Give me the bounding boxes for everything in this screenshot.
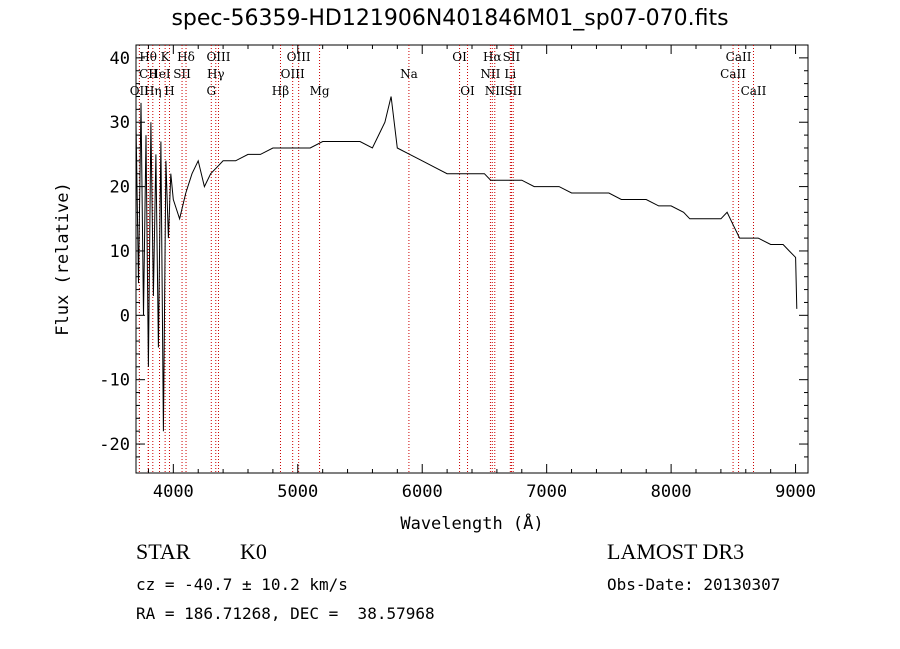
- spectral-line-label: Hδ: [177, 50, 195, 64]
- spectral-line-label: NII: [485, 84, 505, 98]
- spectral-line-label: H: [164, 84, 174, 98]
- spectral-line-label: Hθ: [139, 50, 157, 64]
- x-tick-label: 9000: [775, 482, 816, 502]
- spectral-line-label: Hα: [483, 50, 502, 64]
- spectral-line-label: OI: [460, 84, 475, 98]
- y-axis-label: Flux (relative): [53, 182, 73, 336]
- spectral-line-label: CII: [139, 67, 158, 81]
- spectral-line-label: OIII: [281, 67, 305, 81]
- y-tick-label: -20: [99, 435, 130, 455]
- spectral-line-label: NII: [480, 67, 500, 81]
- spectral-line-label: Li: [504, 67, 516, 81]
- spectral-line-markers: [138, 45, 754, 473]
- y-tick-label: 30: [110, 113, 130, 133]
- spectral-line-label: K: [161, 50, 171, 64]
- observation-date: Obs-Date: 20130307: [607, 575, 781, 594]
- x-tick-label: 6000: [402, 482, 443, 502]
- spectral-line-label: CaII: [726, 50, 752, 64]
- y-tick-label: 10: [110, 242, 130, 262]
- spectral-line-label: SII: [504, 84, 522, 98]
- object-subclass: K0: [240, 539, 267, 564]
- flux-series-line: [135, 96, 798, 432]
- spectral-line-label: SII: [173, 67, 191, 81]
- spectral-line-label: OII: [130, 84, 150, 98]
- chart-title: spec-56359-HD121906N401846M01_sp07-070.f…: [171, 6, 729, 31]
- spectral-line-label: OIII: [287, 50, 311, 64]
- redshift-cz: cz = -40.7 ± 10.2 km/s: [136, 575, 348, 594]
- y-tick-label: -10: [99, 371, 130, 391]
- x-axis-ticks: 4000 5000 6000 7000 8000 9000: [147, 45, 816, 502]
- spectral-line-label: HeI: [148, 67, 171, 81]
- spectral-line-label: CaII: [741, 84, 767, 98]
- spectral-line-label: Na: [400, 67, 418, 81]
- x-tick-label: 5000: [277, 482, 318, 502]
- x-axis-label: Wavelength (Å): [400, 512, 543, 534]
- object-class: STAR: [136, 539, 191, 564]
- x-tick-label: 7000: [526, 482, 567, 502]
- spectral-line-label: Hβ: [272, 84, 289, 98]
- y-axis-ticks: -20 -10 0 10 20 30 40: [99, 44, 808, 458]
- y-tick-label: 40: [110, 49, 130, 69]
- plot-frame: [135, 44, 809, 474]
- y-tick-label: 20: [110, 178, 130, 198]
- spectral-line-label: Hγ: [207, 67, 225, 81]
- spectral-line-label: CaII: [720, 67, 746, 81]
- spectral-line-label: OI: [452, 50, 467, 64]
- y-tick-label: 0: [120, 306, 130, 326]
- x-tick-label: 4000: [153, 482, 194, 502]
- spectral-line-label: SII: [503, 50, 521, 64]
- ra-dec: RA = 186.71268, DEC = 38.57968: [136, 604, 435, 623]
- x-tick-label: 8000: [651, 482, 692, 502]
- survey-name: LAMOST DR3: [607, 539, 745, 564]
- spectral-line-label: Hη: [144, 84, 162, 98]
- spectral-line-label: OIII: [206, 50, 230, 64]
- spectral-line-label: G: [206, 84, 216, 98]
- spectral-line-label: Mg: [310, 84, 330, 98]
